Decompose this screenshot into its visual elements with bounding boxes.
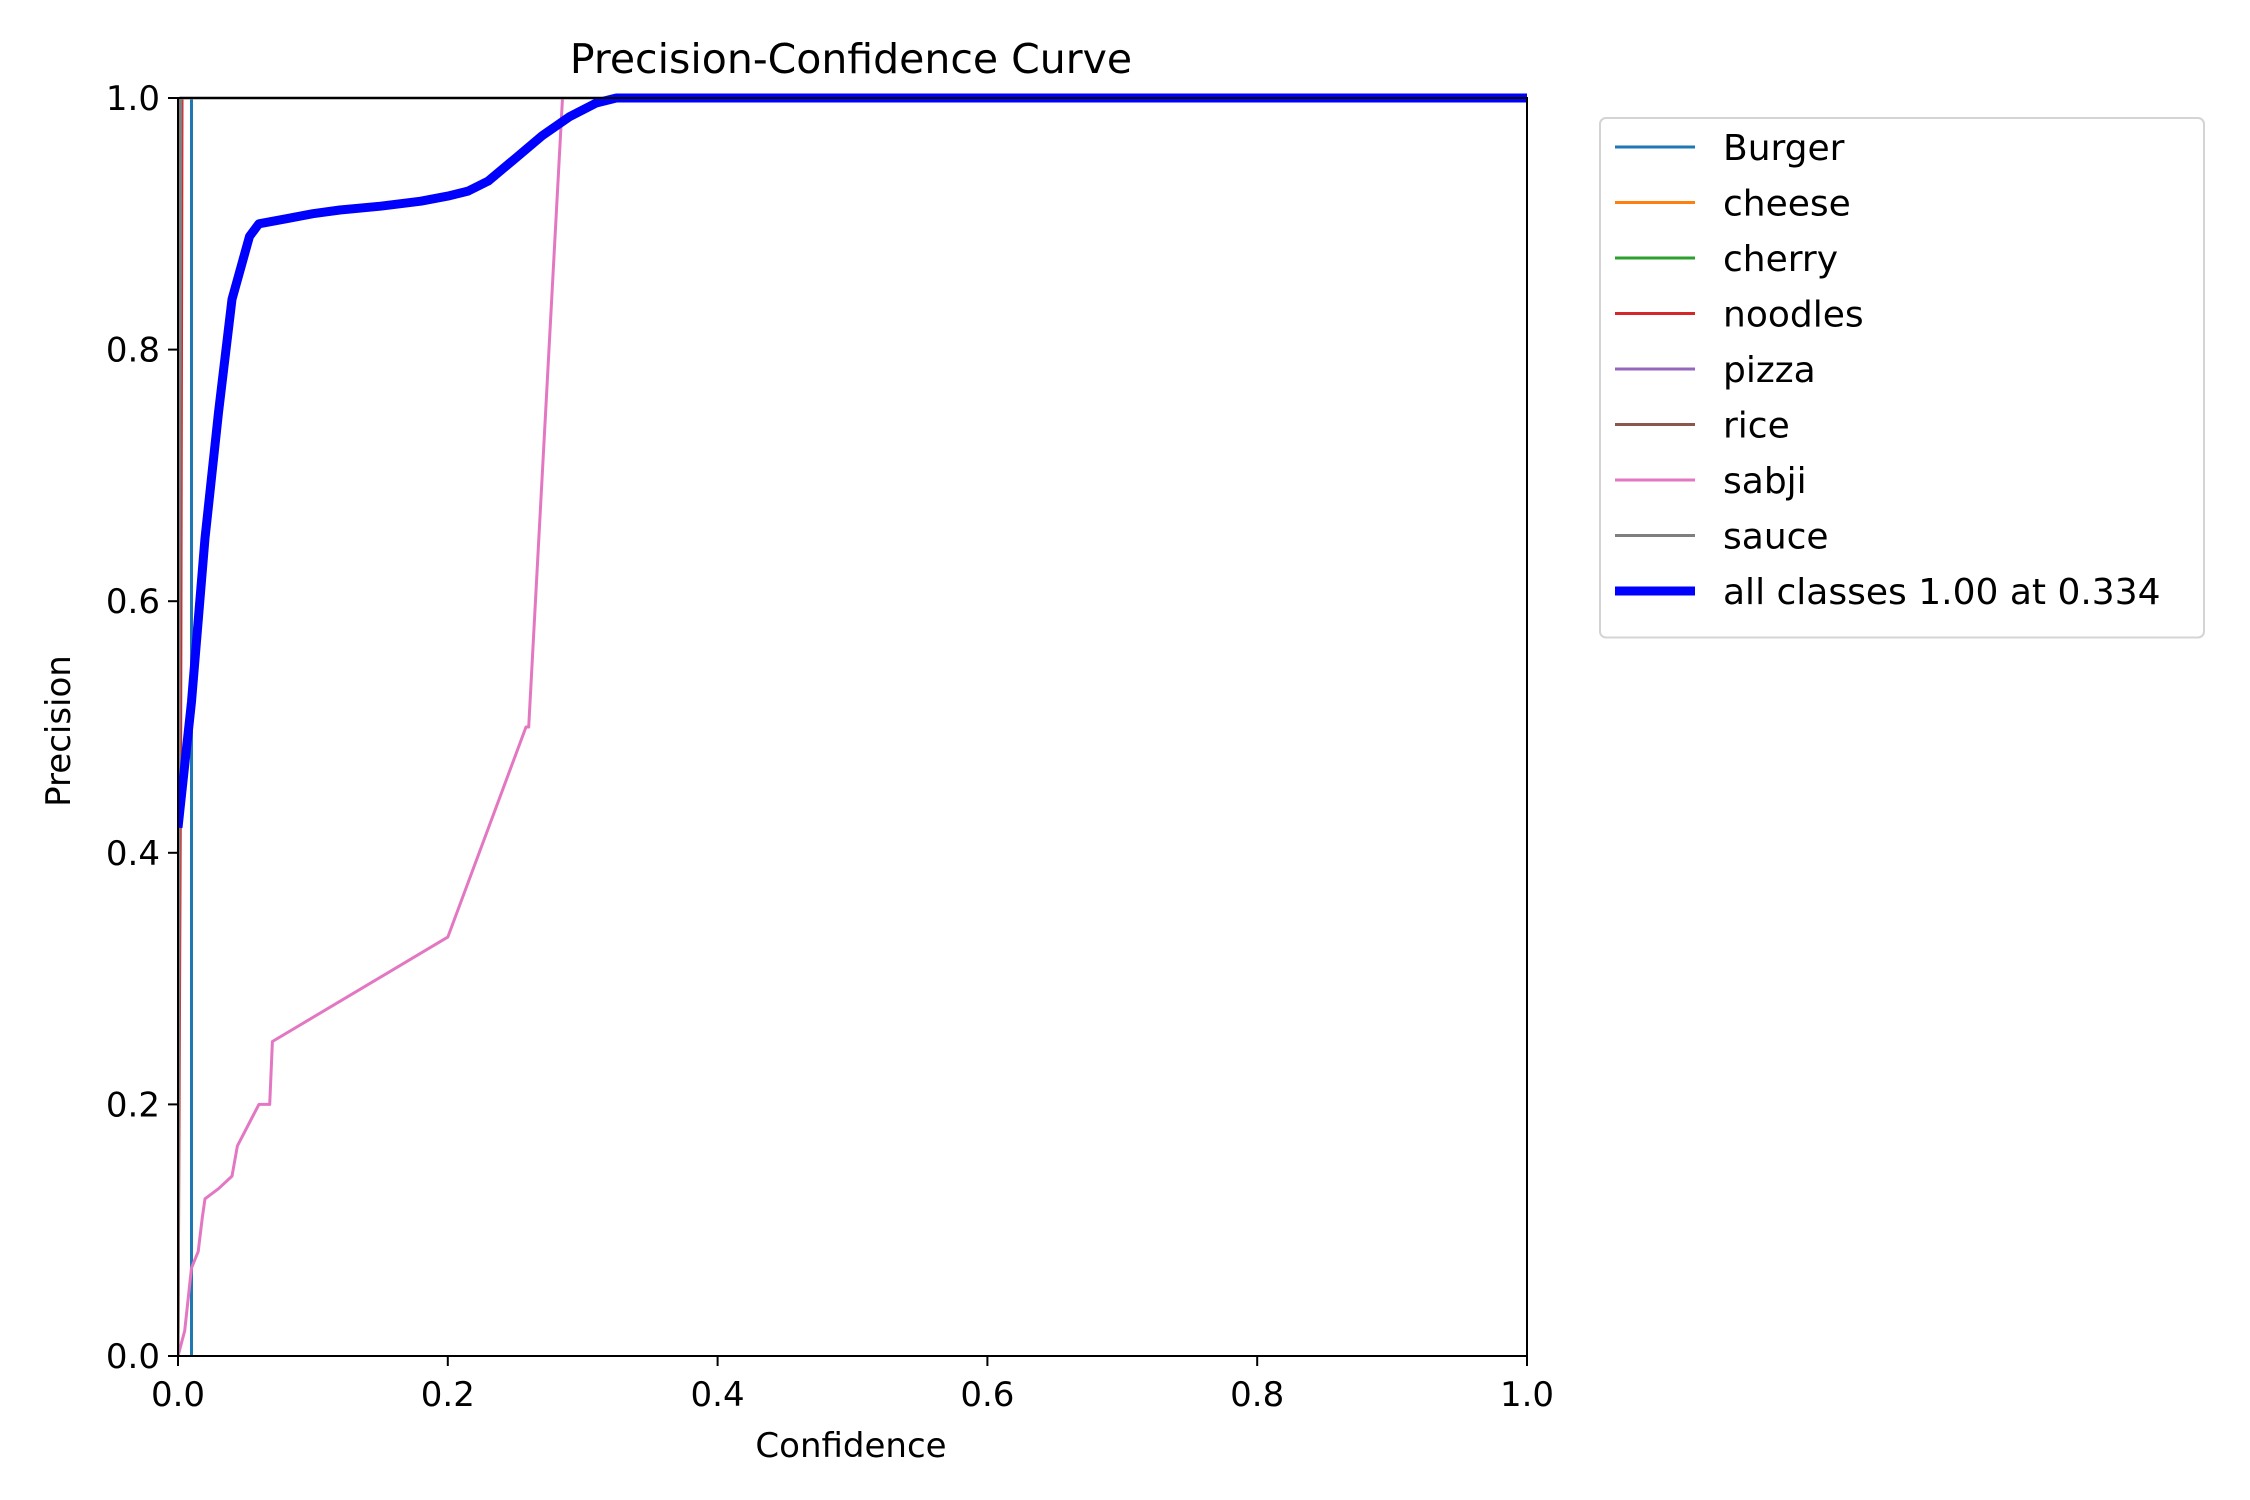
- chart-title: Precision-Confidence Curve: [570, 35, 1132, 83]
- x-tick-label: 0.4: [691, 1375, 745, 1415]
- axes-frame: [177, 97, 1528, 1357]
- x-tick-label: 0.6: [960, 1375, 1014, 1415]
- x-tick-label: 1.0: [1500, 1375, 1554, 1415]
- legend-label: cheese: [1723, 184, 1851, 225]
- y-tick-label: 0.8: [106, 331, 160, 371]
- y-axis-label: Precision: [39, 655, 79, 807]
- y-tick-label: 1.0: [106, 79, 160, 119]
- legend-label: all classes 1.00 at 0.334: [1723, 572, 2161, 613]
- y-tick-label: 0.2: [106, 1085, 160, 1125]
- legend-label: cherry: [1723, 239, 1838, 280]
- legend: Burger cheese cherry noodles pizza rice sabji s…: [1599, 117, 2205, 639]
- y-tick-label: 0.6: [106, 582, 160, 622]
- legend-label: pizza: [1723, 350, 1816, 391]
- y-tick-label: 0.4: [106, 834, 160, 874]
- legend-label: noodles: [1723, 295, 1864, 336]
- legend-label: sabji: [1723, 461, 1807, 502]
- legend-label: Burger: [1723, 128, 1845, 169]
- x-tick-label: 0.2: [421, 1375, 475, 1415]
- plot-area: 0.0 0.2 0.4 0.6 0.8 1.0 0.0 0.2 0.4 0.6 0.8 1.0: [106, 79, 1554, 1415]
- legend-label: sauce: [1723, 517, 1829, 558]
- legend-box: [1599, 117, 2205, 639]
- x-tick-label: 0.0: [151, 1375, 205, 1415]
- y-tick-label: 0.0: [106, 1337, 160, 1377]
- legend-label: rice: [1723, 406, 1790, 447]
- x-tick-label: 0.8: [1230, 1375, 1284, 1415]
- x-axis-label: Confidence: [755, 1426, 946, 1466]
